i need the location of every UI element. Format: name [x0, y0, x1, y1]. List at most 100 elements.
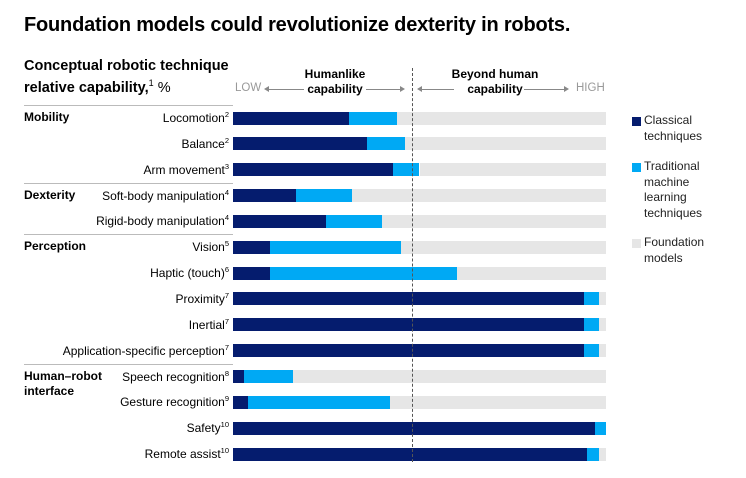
category-footnote: 2 — [224, 135, 229, 145]
category-label: Soft-body manipulation4 — [102, 188, 229, 203]
group-label-line: Human–robot — [24, 368, 102, 383]
group-label: Dexterity — [24, 187, 76, 202]
category-label: Speech recognition8 — [122, 369, 229, 384]
bar-classical — [233, 447, 588, 461]
chart-title: Foundation models could revolutionize de… — [24, 14, 571, 36]
category-footnote: 7 — [224, 290, 229, 300]
bar-classical — [233, 421, 595, 435]
category-name: Safety — [186, 421, 221, 436]
category-label: Balance2 — [181, 136, 229, 151]
bar-classical — [233, 292, 584, 306]
arrow-line — [268, 89, 304, 90]
category-footnote: 10 — [220, 446, 229, 456]
category-name: Haptic (touch) — [150, 266, 225, 281]
bar-traditional-ml — [270, 266, 457, 280]
arrow-right-icon — [400, 86, 405, 92]
arrow-left-icon — [417, 86, 422, 92]
arrow-line — [421, 89, 454, 90]
bar-foundation — [456, 266, 606, 280]
arrow-line — [366, 89, 400, 90]
category-label: Application-specific perception7 — [63, 343, 229, 358]
category-name: Gesture recognition — [120, 395, 225, 410]
category-name: Remote assist — [144, 447, 221, 462]
bar-classical — [233, 214, 327, 228]
arrow-right-icon — [564, 86, 569, 92]
group-label-line: interface — [24, 383, 75, 398]
category-footnote: 3 — [224, 161, 229, 171]
bar-traditional-ml — [270, 240, 401, 254]
category-footnote: 9 — [224, 394, 229, 404]
category-name: Proximity — [175, 291, 225, 306]
beyond-human-header: Beyond human capability — [445, 67, 545, 97]
bar-traditional-ml — [348, 111, 398, 125]
category-label: Proximity7 — [175, 291, 229, 306]
category-footnote: 4 — [224, 187, 229, 197]
legend-label-line: techniques — [644, 205, 703, 220]
category-name: Vision — [192, 240, 225, 255]
bar-traditional-ml — [583, 344, 599, 358]
bar-foundation — [598, 292, 606, 306]
bar-classical — [233, 395, 248, 409]
category-label: Inertial7 — [189, 317, 229, 332]
subtitle-line2: relative capability, — [24, 79, 149, 96]
bar-foundation — [352, 189, 606, 203]
bar-classical — [233, 266, 271, 280]
humanlike-threshold-line — [412, 68, 414, 462]
bar-foundation — [292, 370, 606, 383]
legend-label-line: machine — [644, 174, 690, 189]
legend-label: Classical techniques — [644, 113, 702, 144]
bar-traditional-ml — [247, 395, 390, 409]
subtitle-footnote: 1 — [148, 78, 154, 88]
category-footnote: 6 — [224, 265, 229, 275]
legend-label: Traditional machine learning techniques — [644, 159, 702, 221]
category-name: Soft-body manipulation — [102, 188, 225, 203]
bar-classical — [233, 318, 584, 332]
bar-classical — [233, 189, 297, 203]
legend-label-line: Foundation — [644, 235, 705, 249]
category-footnote: 8 — [224, 368, 229, 378]
category-label: Haptic (touch)6 — [150, 265, 229, 280]
category-label: Vision5 — [192, 239, 229, 254]
category-label: Locomotion2 — [163, 110, 229, 125]
bar-foundation — [419, 163, 606, 177]
bar-classical — [233, 137, 368, 151]
category-footnote: 5 — [224, 239, 229, 249]
bar-traditional-ml — [587, 447, 599, 461]
legend-swatch — [632, 117, 641, 126]
category-name: Application-specific perception — [62, 343, 225, 358]
category-footnote: 7 — [224, 342, 229, 352]
chart-subtitle: Conceptual robotic technique relative ca… — [24, 58, 244, 97]
bar-traditional-ml — [326, 214, 383, 228]
beyond-line1: Beyond human — [451, 67, 539, 81]
category-name: Inertial — [188, 317, 225, 332]
legend-label: Foundation models — [644, 235, 704, 266]
legend-label-line: Traditional — [644, 159, 700, 173]
category-label: Rigid-body manipulation4 — [96, 213, 229, 228]
high-label: HIGH — [576, 82, 605, 94]
bar-traditional-ml — [296, 189, 353, 203]
category-name: Locomotion — [162, 111, 225, 125]
bar-foundation — [598, 318, 606, 332]
legend-label-line: learning — [644, 190, 687, 204]
category-label: Safety10 — [187, 420, 229, 435]
category-name: Arm movement — [143, 162, 225, 177]
bar-traditional-ml — [367, 137, 405, 151]
low-label: LOW — [235, 82, 262, 94]
bar-classical — [233, 240, 271, 254]
bar-foundation — [404, 137, 606, 151]
humanlike-line1: Humanlike — [304, 67, 366, 81]
bar-traditional-ml — [393, 163, 420, 177]
bar-foundation — [598, 447, 606, 461]
legend-swatch — [632, 239, 641, 248]
group-divider — [24, 105, 233, 106]
category-label: Remote assist10 — [145, 446, 229, 461]
category-name: Speech recognition — [122, 369, 225, 384]
bar-traditional-ml — [594, 421, 606, 435]
group-label: Mobility — [24, 110, 70, 124]
subtitle-line1: Conceptual robotic technique — [24, 58, 229, 74]
group-divider — [24, 234, 233, 236]
legend-label-line: techniques — [644, 128, 703, 143]
bar-foundation — [598, 344, 606, 358]
bar-traditional-ml — [583, 292, 599, 306]
beyond-line2: capability — [467, 82, 523, 96]
